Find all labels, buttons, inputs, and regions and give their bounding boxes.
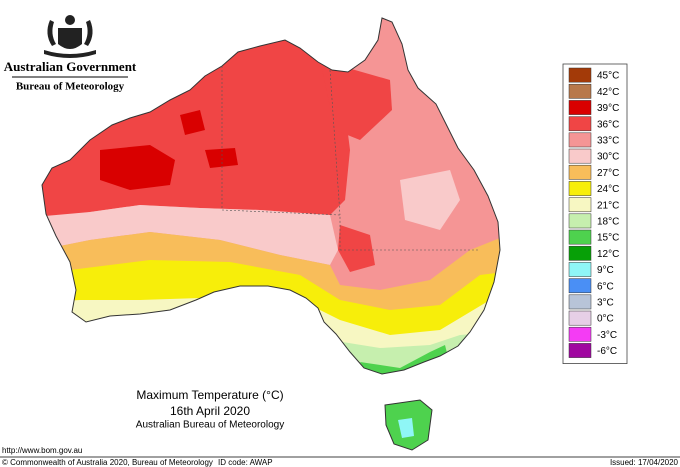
legend-swatch [568, 164, 592, 180]
legend-swatch [568, 310, 592, 326]
legend-label: 6°C [597, 281, 614, 292]
map-title-line: Australian Bureau of Meteorology [136, 420, 284, 431]
tasmania-cool-area [398, 418, 414, 438]
legend-label: 21°C [597, 200, 619, 211]
bureau-name: Bureau of Meteorology [16, 81, 125, 93]
legend-swatch [568, 262, 592, 277]
legend-swatch [568, 148, 592, 164]
government-name: Australian Government [4, 59, 137, 74]
legend-swatch [568, 278, 592, 294]
footer-copyright: © Commonwealth of Australia 2020, Bureau… [2, 458, 213, 467]
legend-label: -6°C [597, 346, 617, 357]
legend-swatch [568, 294, 592, 310]
legend-label: 45°C [597, 71, 619, 82]
legend-label: 3°C [597, 298, 614, 309]
legend-label: 18°C [597, 217, 619, 228]
legend-label: -3°C [597, 330, 617, 341]
legend-swatch [568, 132, 592, 148]
legend-swatch [568, 116, 592, 132]
legend-swatch [568, 245, 592, 261]
map-title-line: Maximum Temperature (°C) [136, 388, 283, 402]
legend-label: 27°C [597, 168, 619, 179]
legend-label: 33°C [597, 136, 619, 147]
footer-issued: Issued: 17/04/2020 [610, 458, 679, 467]
legend-swatch [568, 100, 592, 115]
footer-id-code: ID code: AWAP [218, 458, 273, 467]
legend-label: 15°C [597, 233, 619, 244]
legend-label: 0°C [597, 314, 614, 325]
legend-label: 39°C [597, 103, 619, 114]
legend: 45°C 42°C 39°C 36°C 33°C 30°C 27°C 24°C 21°C 18°C… [562, 63, 628, 365]
footer-url: http://www.bom.gov.au [2, 446, 82, 455]
legend-swatch [568, 229, 592, 245]
legend-swatch [568, 67, 592, 83]
map-title-line: 16th April 2020 [170, 404, 250, 418]
legend-label: 36°C [597, 119, 619, 130]
coat-of-arms [44, 15, 96, 58]
legend-swatch [568, 83, 592, 99]
legend-label: 24°C [597, 184, 619, 195]
legend-swatch [568, 326, 592, 342]
legend-swatch [568, 213, 592, 229]
legend-label: 42°C [597, 87, 619, 98]
map-title: Maximum Temperature (°C) 16th April 2020 A… [136, 388, 284, 430]
legend-swatch [568, 181, 592, 196]
legend-label: 30°C [597, 152, 619, 163]
legend-swatch [568, 197, 592, 213]
legend-label: 9°C [597, 265, 614, 276]
legend-swatch [568, 343, 592, 358]
legend-label: 12°C [597, 249, 619, 260]
state-borders [221, 66, 478, 251]
